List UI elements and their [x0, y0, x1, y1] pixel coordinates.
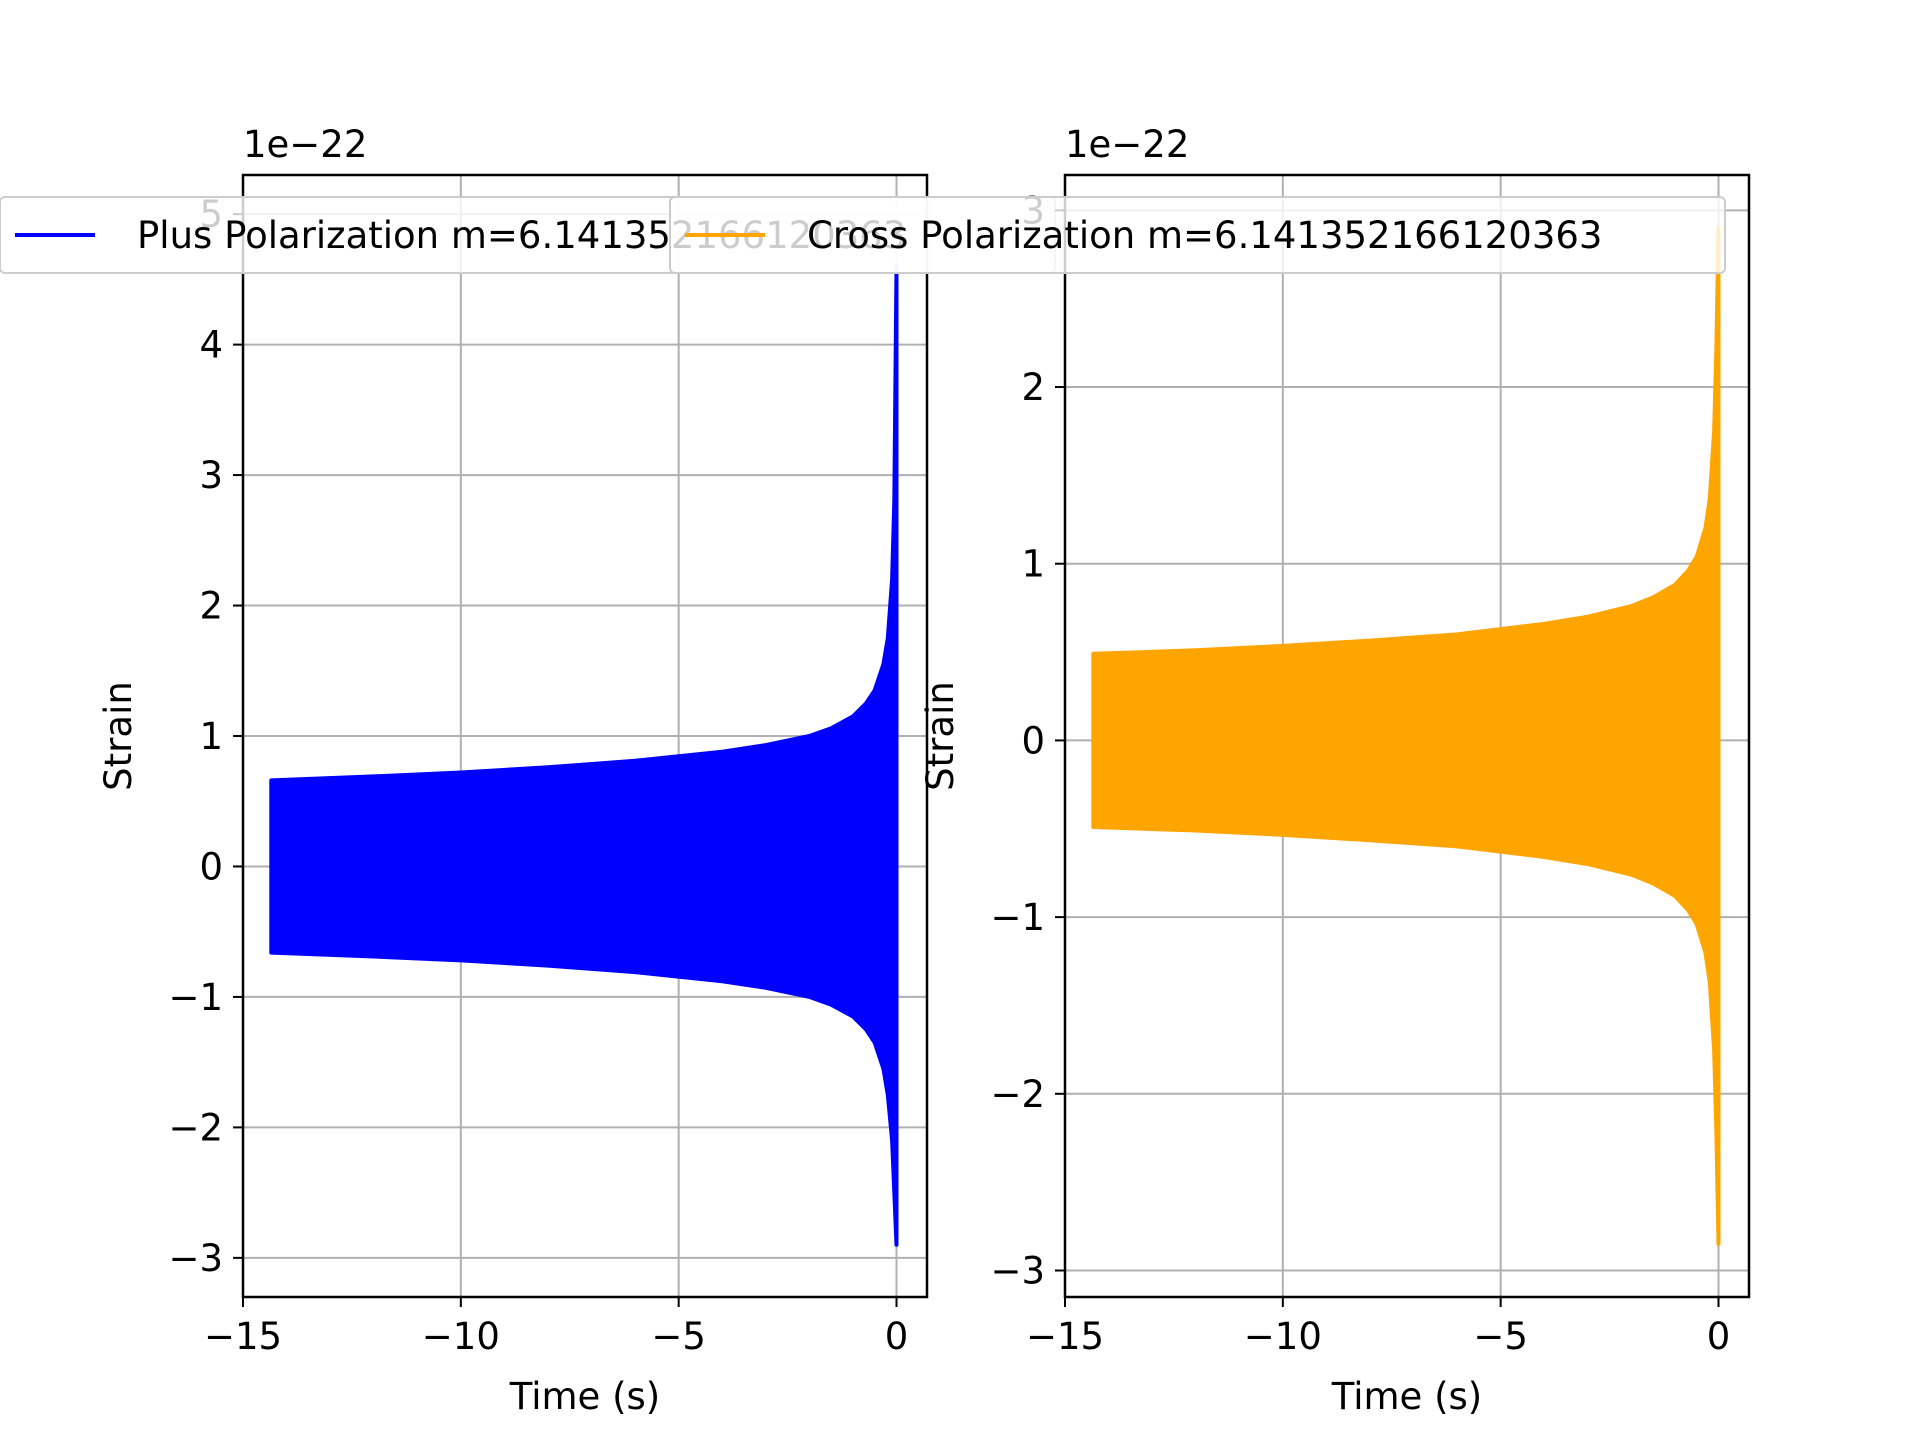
cross-x-axis-label: Time (s) [1331, 1375, 1482, 1418]
plus-y-tick-label: −1 [168, 976, 223, 1019]
cross-y-tick-label: 2 [1021, 366, 1045, 409]
plus-polarization-waveform [269, 264, 899, 1247]
plus-y-tick-label: 4 [199, 324, 223, 367]
cross-x-tick-label: −15 [1026, 1315, 1104, 1358]
cross-y-axis-label: Strain [919, 681, 962, 791]
plus-y-tick-label: 3 [199, 454, 223, 497]
cross-axes-frame [1063, 173, 1751, 1299]
plus-y-axis-label: Strain [97, 681, 140, 791]
cross-x-tick-label: −10 [1244, 1315, 1322, 1358]
plus-x-axis-label: Time (s) [509, 1375, 660, 1418]
cross-y-tick-label: −1 [990, 896, 1045, 939]
cross-legend-label: Cross Polarization m=6.141352166120363 [807, 214, 1602, 257]
cross-legend-box [669, 196, 1726, 274]
plus-y-tick-label: −3 [168, 1237, 223, 1280]
cross-y-tick-label: −2 [990, 1073, 1045, 1116]
plus-x-tick-label: −10 [422, 1315, 500, 1358]
plus-x-tick-label: −15 [204, 1315, 282, 1358]
cross-x-tick-label: 0 [1707, 1315, 1731, 1358]
plus-offset-label: 1e−22 [243, 123, 367, 166]
cross-offset-label: 1e−22 [1065, 123, 1189, 166]
cross-y-tick-label: 1 [1021, 543, 1045, 586]
plus-y-tick-label: −2 [168, 1106, 223, 1149]
plus-y-tick-label: 0 [199, 845, 223, 888]
plus-x-tick-label: −5 [651, 1315, 706, 1358]
cross-y-tick-label: 0 [1021, 719, 1045, 762]
plus-x-tick-label: 0 [885, 1315, 909, 1358]
cross-x-tick-label: −5 [1473, 1315, 1528, 1358]
plus-y-tick-label: 2 [199, 585, 223, 628]
cross-y-tick-label: −3 [990, 1249, 1045, 1292]
cross-legend: Cross Polarization m=6.141352166120363 [669, 196, 1726, 274]
cross-polarization-waveform [1091, 226, 1721, 1246]
plus-y-tick-label: 1 [199, 715, 223, 758]
